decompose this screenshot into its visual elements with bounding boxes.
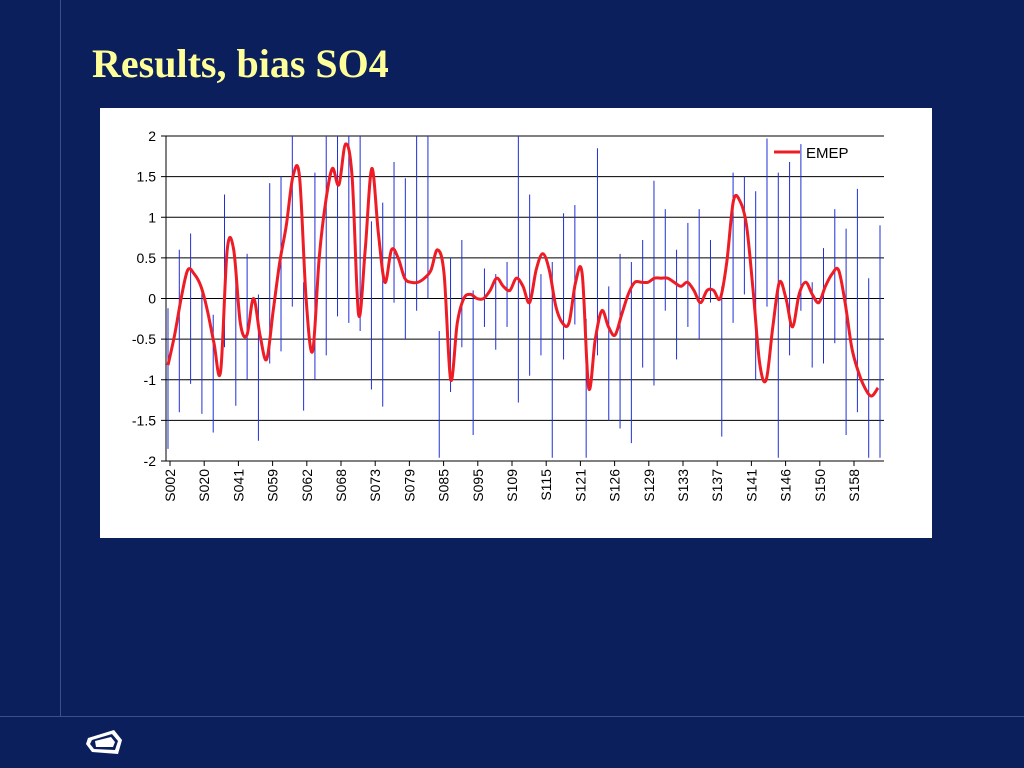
- y-tick-label: 1: [148, 209, 156, 225]
- x-tick-label: S062: [299, 469, 315, 502]
- y-tick-label: -1.5: [132, 412, 156, 428]
- x-tick-label: S085: [436, 469, 452, 502]
- x-tick-label: S150: [812, 469, 828, 502]
- tno-logo: [86, 730, 122, 754]
- x-tick-label: S095: [470, 469, 486, 502]
- x-tick-label: S158: [846, 469, 862, 502]
- x-tick-label: S059: [265, 469, 281, 502]
- y-tick-label: 0: [148, 291, 156, 307]
- x-tick-label: S068: [333, 469, 349, 502]
- x-tick-label: S141: [743, 469, 759, 502]
- x-tick-label: S115: [538, 469, 554, 501]
- slide-title: Results, bias SO4: [92, 41, 389, 86]
- x-tick-label: S073: [367, 469, 383, 502]
- legend-label-emep: EMEP: [806, 145, 849, 162]
- x-tick-label: S079: [401, 469, 417, 502]
- x-tick-label: S109: [504, 469, 520, 502]
- y-tick-label: 1.5: [137, 169, 157, 185]
- x-tick-label: S129: [641, 469, 657, 502]
- y-tick-label: -0.5: [132, 331, 156, 347]
- left-divider-line: [60, 0, 61, 716]
- x-tick-label: S146: [778, 469, 794, 502]
- x-tick-label: S126: [607, 469, 623, 502]
- series-line-emep: [166, 142, 880, 398]
- x-tick-label: S121: [572, 469, 588, 502]
- y-tick-label: 2: [148, 128, 156, 144]
- chart-panel: 2 1.5 1 0.5 0 -0.5 -1 -1.5 -2 S002 S020 S041 S059 S0…: [100, 108, 932, 538]
- x-tick-label: S133: [675, 469, 691, 502]
- x-tick-label: S137: [709, 469, 725, 502]
- x-tick-label: S041: [230, 469, 246, 502]
- y-tick-label: -2: [144, 453, 157, 469]
- y-tick-label: 0.5: [137, 250, 157, 266]
- footer-divider-line: [0, 716, 1024, 717]
- y-tick-label: -1: [144, 372, 157, 388]
- x-tick-label: S020: [196, 469, 212, 502]
- bias-chart: 2 1.5 1 0.5 0 -0.5 -1 -1.5 -2 S002 S020 S041 S059 S0…: [132, 128, 884, 502]
- x-tick-label: S002: [162, 469, 178, 502]
